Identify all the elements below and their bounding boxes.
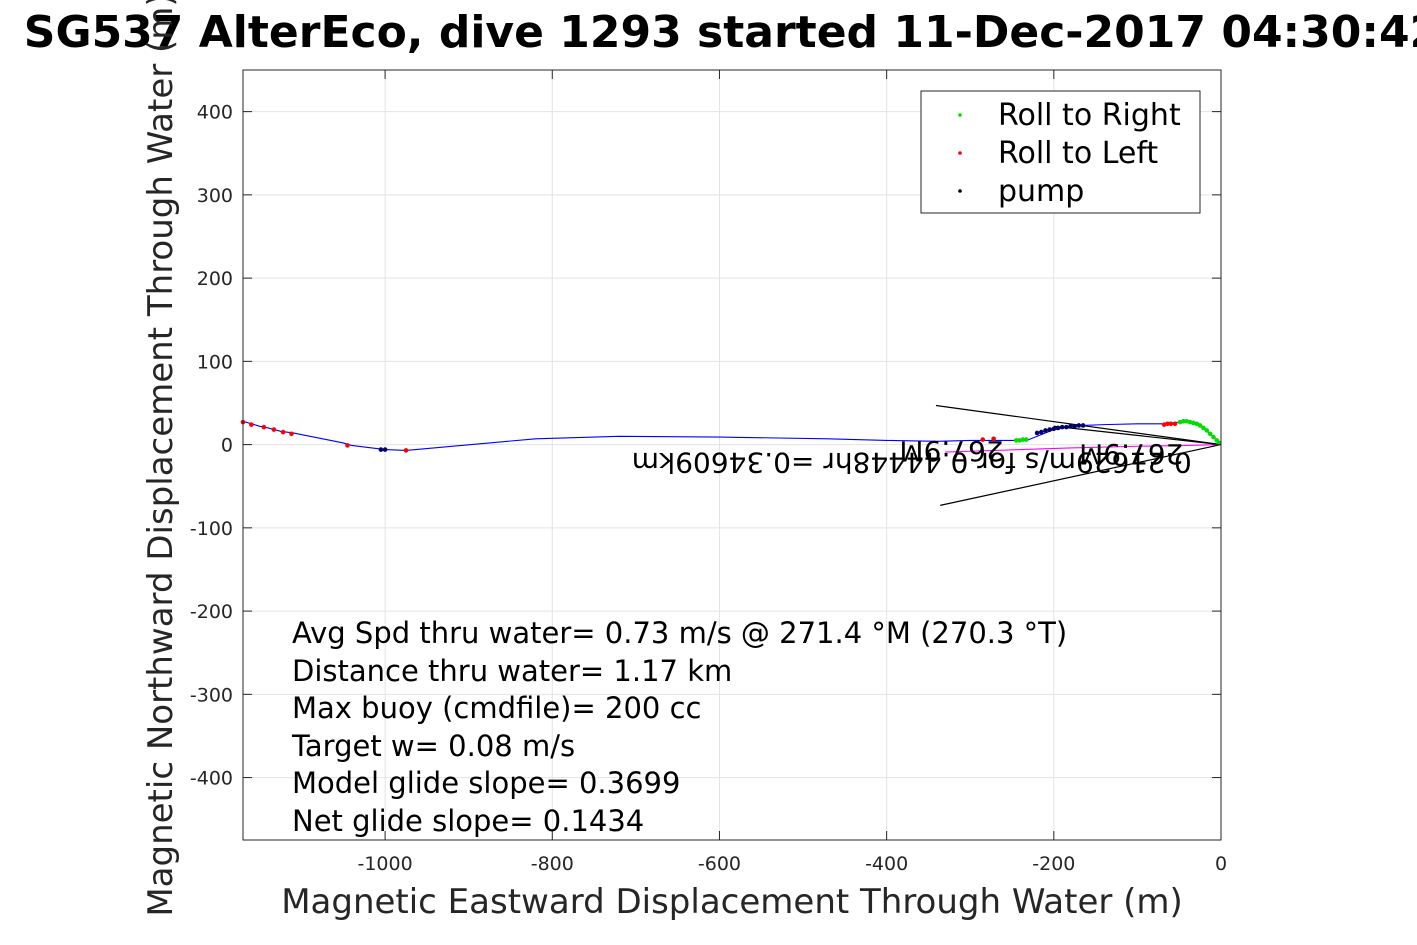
legend-label-pump: pump (998, 174, 1084, 209)
pump-marker (1080, 423, 1086, 428)
roll-to-left-marker (1172, 421, 1178, 427)
pump-marker (1043, 428, 1048, 433)
roll-to-left-marker (991, 436, 996, 442)
x-tick-label: -200 (1032, 853, 1075, 875)
roll-to-right-marker (1177, 419, 1183, 425)
roll-to-right-marker (1017, 438, 1022, 443)
legend-marker-pump (958, 189, 962, 193)
stats-block: Avg Spd thru water= 0.73 m/s @ 271.4 °M … (291, 616, 1067, 838)
stats-line-distance: Distance thru water= 1.17 km (292, 654, 732, 688)
pump-marker (382, 447, 388, 452)
pump-marker (1068, 423, 1073, 429)
stats-line-net-glide: Net glide slope= 0.1434 (292, 804, 644, 838)
x-axis-label: Magnetic Eastward Displacement Through W… (281, 882, 1183, 922)
pump-marker (1038, 429, 1044, 435)
roll-to-left-marker (1161, 422, 1167, 427)
pump-marker (1059, 424, 1065, 430)
y-tick-label: 100 (197, 351, 233, 373)
legend: Roll to Right Roll to Left pump (920, 90, 1201, 214)
y-tick-label: -200 (190, 601, 233, 623)
roll-to-left-marker (271, 427, 277, 432)
roll-to-right-marker (1184, 418, 1190, 424)
roll-to-left-marker (261, 424, 267, 430)
stats-line-max-buoy: Max buoy (cmdfile)= 200 cc (292, 691, 701, 725)
current-vector-line (940, 444, 1222, 506)
y-tick-label: 300 (197, 185, 233, 207)
roll-to-right-marker (1211, 434, 1216, 440)
stats-line-model-glide: Model glide slope= 0.3699 (292, 766, 680, 800)
chart-title: SG537 AlterEco, dive 1293 started 11-Dec… (24, 7, 1417, 58)
x-tick-label: -1000 (357, 853, 412, 875)
pump-marker (1034, 430, 1040, 436)
x-tick-label: -600 (698, 853, 741, 875)
x-tick-label: -800 (531, 853, 574, 875)
roll-to-left-marker (980, 437, 986, 442)
legend-box (920, 90, 1201, 214)
roll-to-left-marker (345, 443, 350, 448)
pump-marker (1055, 425, 1061, 431)
stats-line-avg-speed: Avg Spd thru water= 0.73 m/s @ 271.4 °M … (292, 616, 1067, 650)
y-tick-label: -400 (190, 768, 233, 790)
rotated-annotations: 0.21629m/s for 0.44448hr =0.34609km267.9… (632, 434, 1192, 479)
pump-marker (1064, 424, 1069, 430)
roll-to-right-marker (1204, 428, 1210, 433)
annotation-text: 0.21629m/s for 0.44448hr =0.34609km (632, 446, 1192, 479)
pump-marker (378, 447, 384, 452)
pump-marker (1051, 426, 1057, 432)
roll-to-left-marker (1168, 421, 1174, 427)
y-axis-label: Magnetic Northward Displacement Through … (141, 0, 181, 917)
pump-marker (1047, 427, 1052, 432)
y-tick-label: 400 (197, 102, 233, 124)
legend-label-roll-right: Roll to Right (998, 98, 1181, 133)
pump-marker (1076, 423, 1082, 428)
annotation-text: 267.9M (899, 434, 1003, 467)
roll-and-pump-markers (240, 418, 1222, 453)
y-tick-label: -300 (190, 684, 233, 706)
roll-to-right-marker (1023, 437, 1029, 442)
legend-label-roll-left: Roll to Left (998, 136, 1158, 171)
roll-to-right-marker (1013, 438, 1019, 443)
legend-marker-roll-left (958, 151, 962, 155)
roll-to-left-marker (249, 422, 254, 427)
current-vector-line (1053, 425, 1222, 446)
axis-ticks: -1000 -800 -600 -400 -200 0 400 300 200 100 0 -100 -… (190, 70, 1227, 875)
x-tick-label: 0 (1215, 853, 1227, 875)
plot-frame (242, 69, 1222, 841)
annotation-text: 267.9M (1079, 438, 1183, 471)
y-tick-label: -100 (190, 518, 233, 540)
roll-to-right-marker (1214, 438, 1220, 443)
roll-to-left-marker (289, 431, 294, 437)
roll-to-left-marker (280, 429, 286, 435)
stats-line-target-w: Target w= 0.08 m/s (291, 729, 575, 763)
x-tick-label: -400 (865, 853, 908, 875)
roll-to-left-marker (403, 448, 409, 453)
roll-to-right-marker (1207, 431, 1213, 437)
y-tick-label: 200 (197, 268, 233, 290)
legend-marker-roll-right (958, 113, 962, 117)
y-tick-label: 0 (221, 435, 233, 457)
magenta-segment-line (945, 444, 1222, 453)
pump-marker (1072, 423, 1078, 429)
roll-to-right-marker (1201, 425, 1206, 431)
